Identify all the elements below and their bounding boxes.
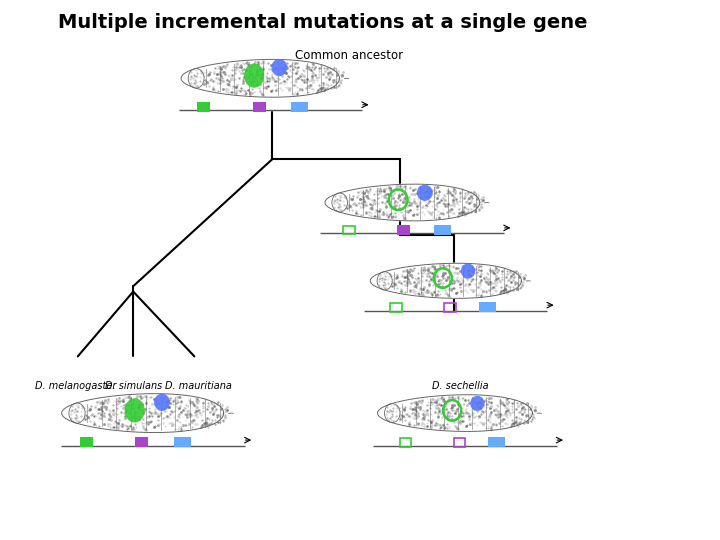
Text: D. sechellia: D. sechellia bbox=[433, 381, 489, 391]
Ellipse shape bbox=[461, 264, 475, 279]
Polygon shape bbox=[181, 59, 340, 97]
Bar bbox=[434, 225, 451, 235]
Ellipse shape bbox=[154, 394, 170, 411]
Text: Common ancestor: Common ancestor bbox=[295, 49, 403, 62]
Ellipse shape bbox=[470, 396, 485, 411]
Text: D. melanogaster: D. melanogaster bbox=[35, 381, 117, 391]
Text: D. simulans: D. simulans bbox=[104, 381, 162, 391]
Polygon shape bbox=[62, 394, 224, 433]
Text: Multiple incremental mutations at a single gene: Multiple incremental mutations at a sing… bbox=[58, 14, 587, 32]
Bar bbox=[397, 225, 410, 235]
Bar bbox=[174, 437, 191, 447]
Bar bbox=[454, 438, 465, 447]
Polygon shape bbox=[325, 184, 480, 221]
Bar bbox=[197, 102, 210, 112]
Polygon shape bbox=[370, 264, 521, 298]
Bar bbox=[343, 226, 355, 234]
Bar bbox=[400, 438, 411, 447]
Polygon shape bbox=[377, 395, 532, 431]
Text: D. mauritiana: D. mauritiana bbox=[165, 381, 231, 391]
Ellipse shape bbox=[384, 403, 400, 423]
Ellipse shape bbox=[332, 193, 348, 212]
Bar bbox=[390, 303, 402, 312]
Ellipse shape bbox=[188, 69, 204, 88]
Ellipse shape bbox=[377, 272, 392, 290]
Bar bbox=[253, 102, 266, 112]
Bar bbox=[135, 437, 148, 447]
Bar bbox=[488, 437, 505, 447]
Bar bbox=[80, 437, 93, 447]
Ellipse shape bbox=[244, 64, 264, 87]
Ellipse shape bbox=[271, 59, 287, 76]
Ellipse shape bbox=[125, 399, 145, 422]
Ellipse shape bbox=[69, 403, 85, 423]
Ellipse shape bbox=[417, 185, 433, 201]
Bar bbox=[479, 302, 496, 312]
Bar bbox=[291, 102, 308, 112]
Bar bbox=[444, 303, 456, 312]
